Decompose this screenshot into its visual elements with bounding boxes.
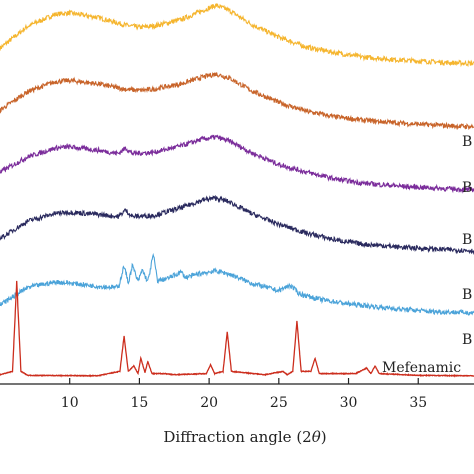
series-line-6	[0, 280, 474, 378]
series-label-5: B	[462, 332, 472, 348]
series-label-6: Mefenamic	[382, 360, 461, 376]
x-tick-label-30: 30	[340, 395, 358, 411]
series-label-3: B	[462, 232, 472, 248]
series-line-3	[0, 134, 474, 194]
x-axis-title: Diffraction angle (2θ)	[163, 428, 326, 446]
series-label-2: B	[462, 180, 472, 196]
series-line-4	[0, 194, 474, 255]
series-label-4: B	[462, 287, 472, 303]
x-tick-label-25: 25	[270, 395, 288, 411]
series-line-2	[0, 71, 474, 131]
x-tick-label-20: 20	[200, 395, 218, 411]
series-layer	[0, 2, 474, 378]
series-label-1: B	[462, 134, 472, 150]
x-tick-label-35: 35	[409, 395, 427, 411]
series-line-1	[0, 2, 474, 68]
x-tick-label-10: 10	[61, 395, 79, 411]
series-line-5	[0, 252, 474, 316]
ticks-layer: 10 15 20 25 30 35	[61, 378, 427, 411]
x-tick-label-15: 15	[130, 395, 148, 411]
